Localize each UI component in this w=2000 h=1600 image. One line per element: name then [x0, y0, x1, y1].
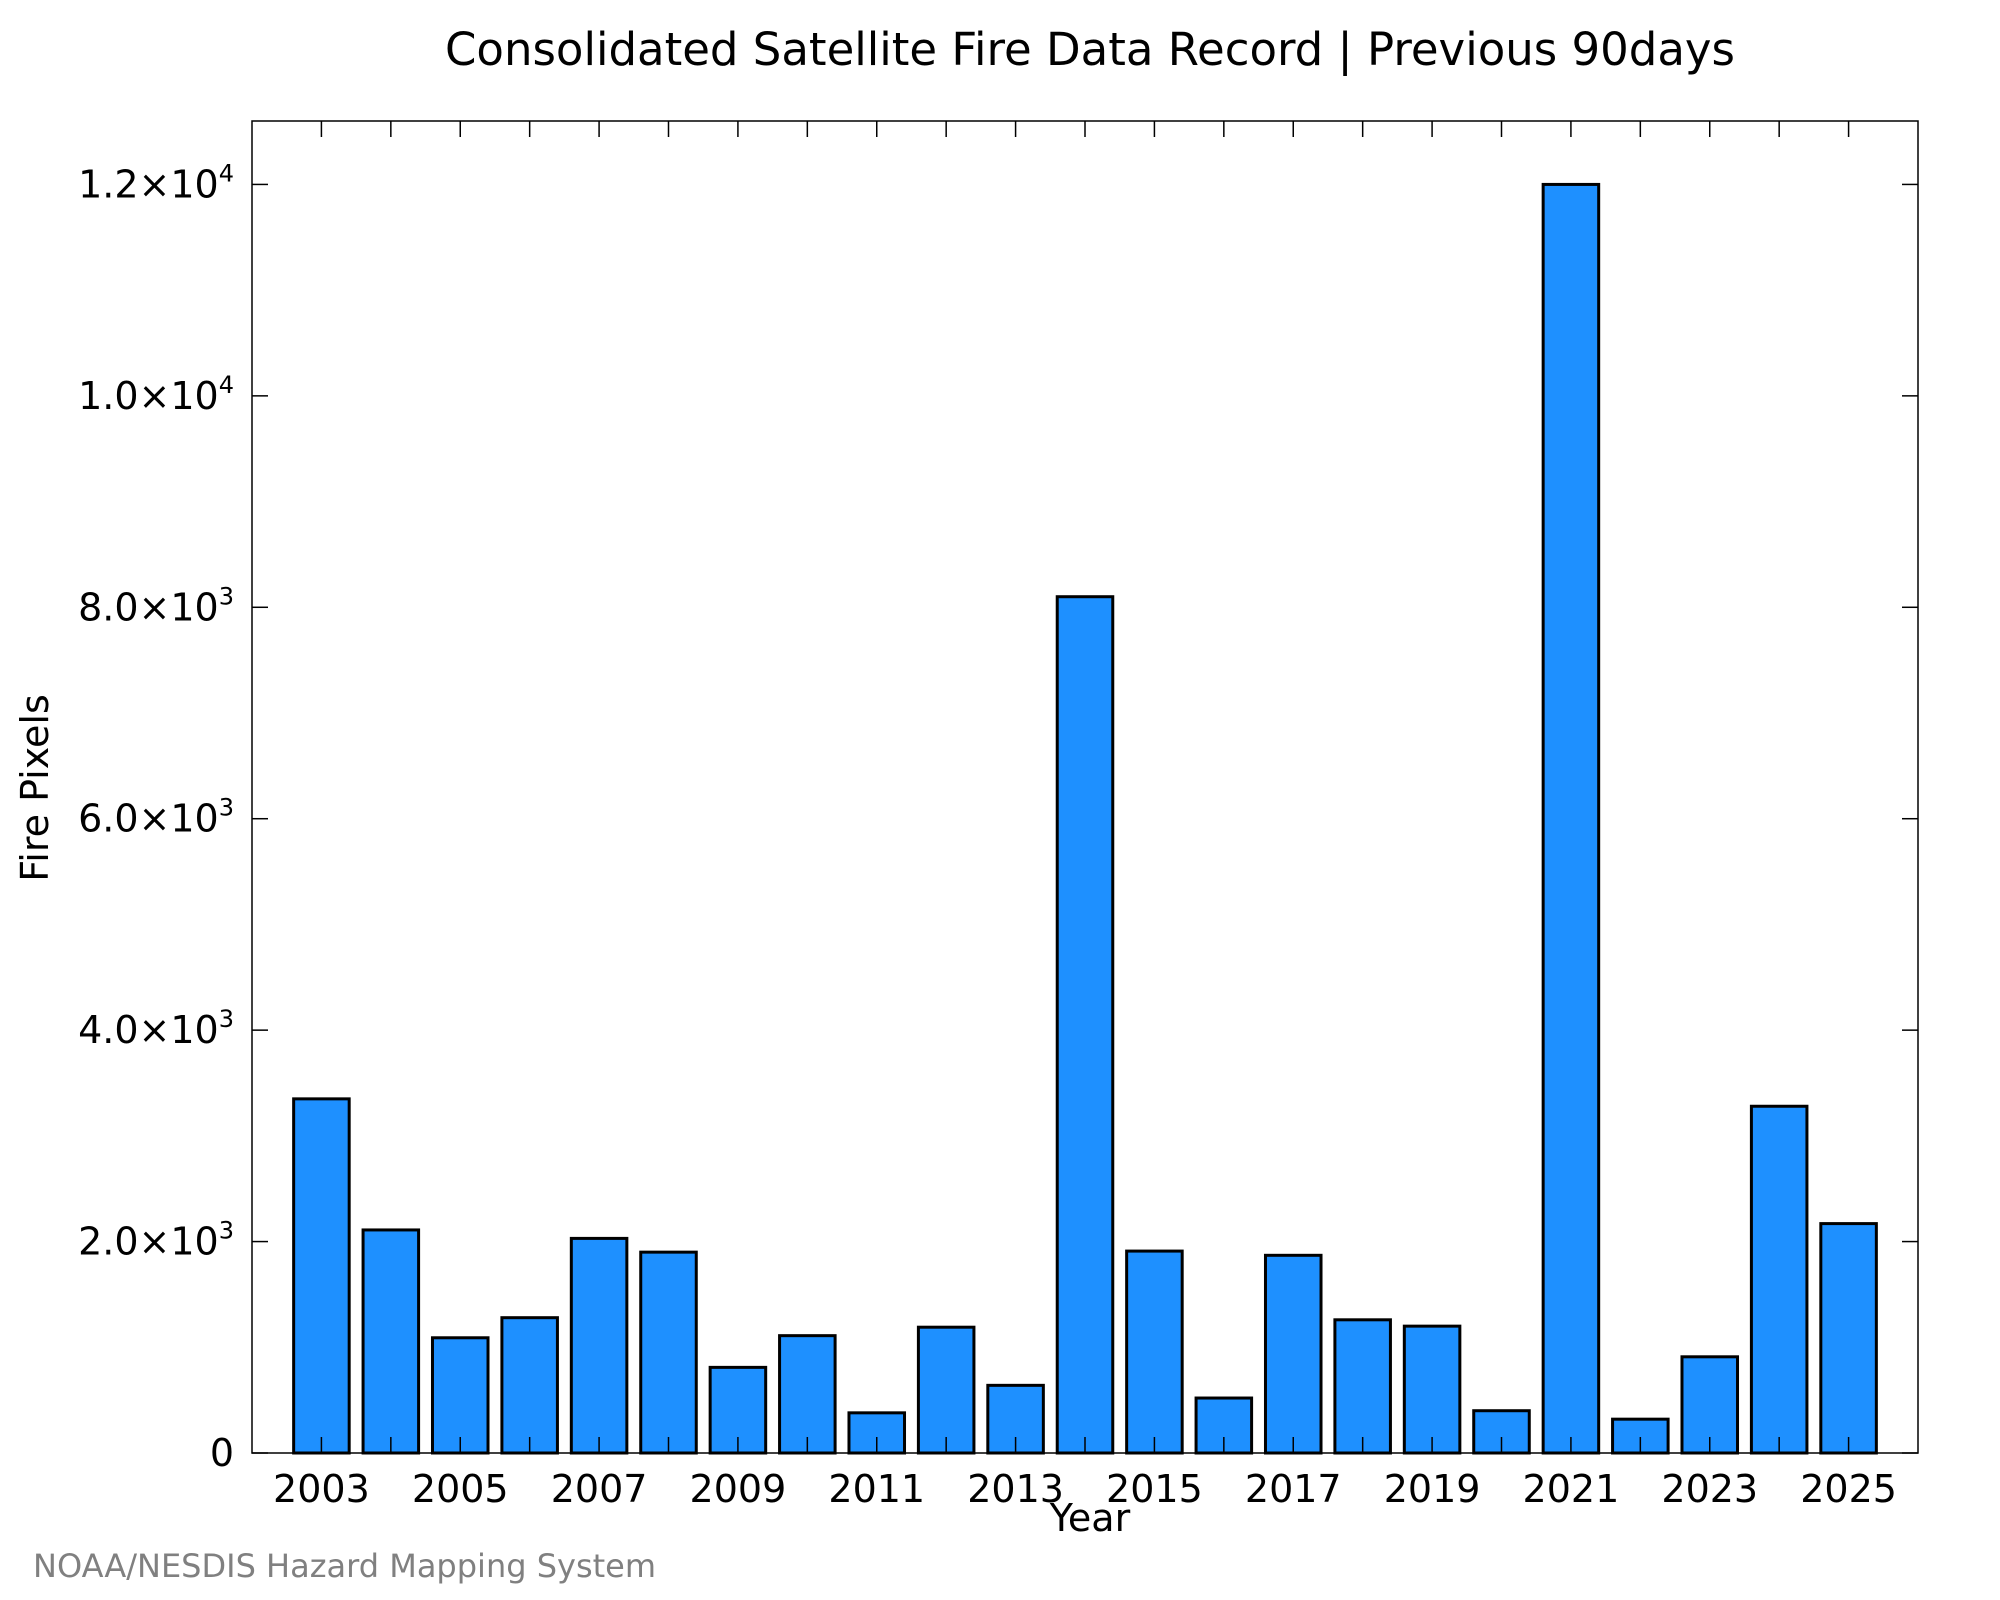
- bar-2019: [1402, 1324, 1462, 1455]
- credit-text: NOAA/NESDIS Hazard Mapping System: [33, 1547, 656, 1585]
- x-tick-label: 2007: [551, 1467, 648, 1511]
- y-tick-label: 0: [210, 1431, 234, 1475]
- bar-2006: [500, 1316, 559, 1455]
- bar-2025: [1819, 1222, 1878, 1455]
- bar-2005: [430, 1336, 490, 1455]
- y-tick-label: 4.0×103: [78, 1005, 234, 1052]
- y-tick-label: 2.0×103: [78, 1217, 234, 1264]
- y-tick-label: 8.0×103: [78, 582, 234, 629]
- bars-layer: [292, 182, 1878, 1455]
- y-axis-label: Fire Pixels: [13, 694, 57, 882]
- labels-layer: 2003 2005 2007 2009 2011 2013 2015 2017 2019 2021…: [78, 159, 1897, 1511]
- x-tick-label: 2021: [1523, 1467, 1620, 1511]
- x-axis-label: Year: [1049, 1496, 1131, 1540]
- x-tick-label: 2017: [1245, 1467, 1342, 1511]
- bar-2015: [1125, 1249, 1184, 1455]
- x-tick-label: 2013: [967, 1467, 1064, 1511]
- x-tick-label: 2011: [828, 1467, 925, 1511]
- bar-2010: [778, 1334, 837, 1455]
- bar-2004: [361, 1228, 421, 1455]
- bar-2021: [1541, 182, 1601, 1455]
- bar-2014: [1055, 595, 1115, 1455]
- bar-2017: [1263, 1253, 1323, 1455]
- x-tick-label: 2025: [1800, 1467, 1897, 1511]
- x-tick-label: 2015: [1106, 1467, 1203, 1511]
- x-tick-label: 2003: [273, 1467, 370, 1511]
- bar-2008: [639, 1250, 698, 1455]
- y-tick-label: 6.0×103: [78, 794, 234, 841]
- bar-2012: [916, 1325, 976, 1455]
- chart-title: Consolidated Satellite Fire Data Record …: [445, 23, 1735, 76]
- x-tick-label: 2023: [1661, 1467, 1758, 1511]
- bar-2003: [292, 1097, 351, 1455]
- ticks-layer: [252, 121, 1918, 1454]
- y-tick-label: 1.2×104: [78, 159, 234, 206]
- x-tick-label: 2005: [412, 1467, 509, 1511]
- x-tick-label: 2009: [690, 1467, 787, 1511]
- bar-2007: [569, 1236, 629, 1455]
- bar-2018: [1333, 1318, 1392, 1455]
- y-tick-label: 1.0×104: [78, 371, 234, 418]
- bar-2024: [1749, 1104, 1809, 1455]
- x-tick-label: 2019: [1384, 1467, 1481, 1511]
